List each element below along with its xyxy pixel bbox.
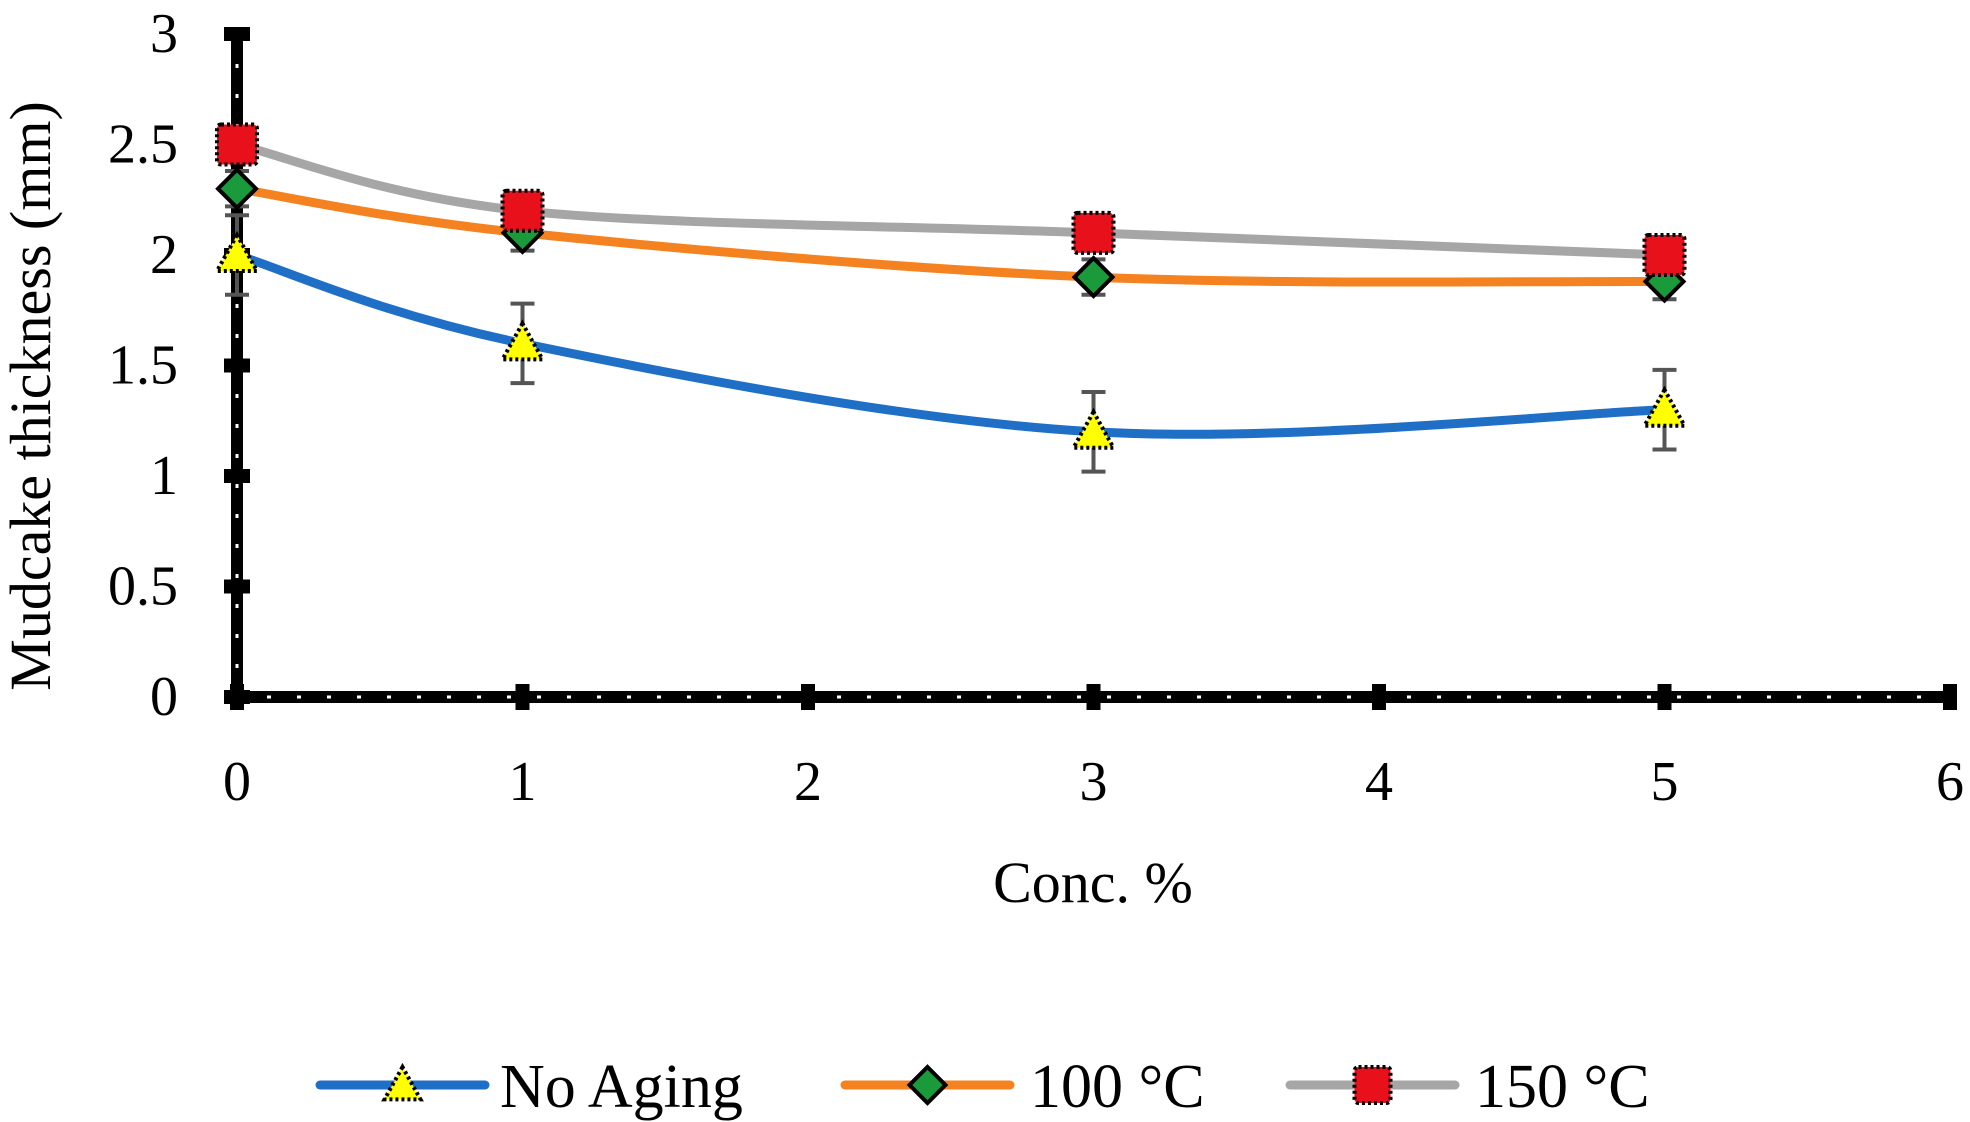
series-line [232, 250, 1669, 439]
legend-marker [381, 1062, 424, 1102]
data-point [499, 319, 546, 362]
x-tick-mark [1372, 684, 1386, 710]
x-tick-label: 5 [1651, 751, 1679, 813]
series-layer [232, 140, 1669, 439]
data-point [1071, 255, 1116, 299]
x-tick-mark [801, 684, 815, 710]
data-point [1071, 210, 1116, 255]
legend-item: No Aging [315, 1053, 743, 1121]
x-tick-mark [1086, 684, 1101, 710]
legend-label: 150 °C [1475, 1053, 1650, 1121]
data-point [213, 230, 261, 273]
data-point [215, 166, 259, 211]
legend-marker [906, 1064, 949, 1106]
legend-marker [1352, 1065, 1393, 1105]
x-tick-label: 0 [223, 751, 251, 813]
y-tick-mark [224, 358, 250, 373]
data-point [215, 122, 259, 167]
x-tick-label: 2 [794, 751, 822, 813]
x-tick-mark [1943, 684, 1957, 710]
y-tick-label: 1.5 [108, 335, 178, 397]
data-point [1642, 233, 1687, 277]
y-tick-mark [224, 27, 250, 41]
axes-layer [224, 27, 1957, 710]
data-point [1070, 407, 1117, 450]
series-line [232, 140, 1669, 260]
data-point [1641, 385, 1688, 428]
y-tick-label: 1 [150, 445, 178, 507]
x-tick-mark [1657, 684, 1672, 710]
x-tick-label: 6 [1936, 751, 1964, 813]
x-tick-label: 3 [1080, 751, 1108, 813]
y-tick-label: 0 [150, 666, 178, 728]
y-tick-label: 0.5 [108, 556, 178, 618]
x-tick-mark [515, 684, 530, 710]
legend-label: No Aging [500, 1053, 743, 1121]
legend-item: 100 °C [840, 1053, 1205, 1121]
y-tick-label: 3 [150, 3, 178, 65]
x-tick-mark [230, 684, 244, 710]
data-point [500, 188, 545, 233]
series-line [232, 184, 1669, 287]
y-tick-mark [224, 469, 250, 483]
x-axis-title: Conc. % [993, 850, 1193, 915]
x-tick-label: 4 [1365, 751, 1393, 813]
markers-layer [213, 122, 1688, 474]
legend-item: 150 °C [1285, 1053, 1650, 1121]
y-tick-mark [224, 579, 250, 594]
legend-label: 100 °C [1030, 1053, 1205, 1121]
legend: No Aging 100 °C 150 °C [315, 1053, 1650, 1121]
y-axis-title: Mudcake thickness (mm) [0, 101, 63, 691]
y-tick-label: 2 [150, 224, 178, 286]
y-tick-label: 2.5 [108, 114, 178, 176]
tick-labels: 0 0.5 1 1.5 2 2.5 3 0 1 2 3 4 5 6 [108, 3, 1964, 813]
x-tick-label: 1 [509, 751, 537, 813]
